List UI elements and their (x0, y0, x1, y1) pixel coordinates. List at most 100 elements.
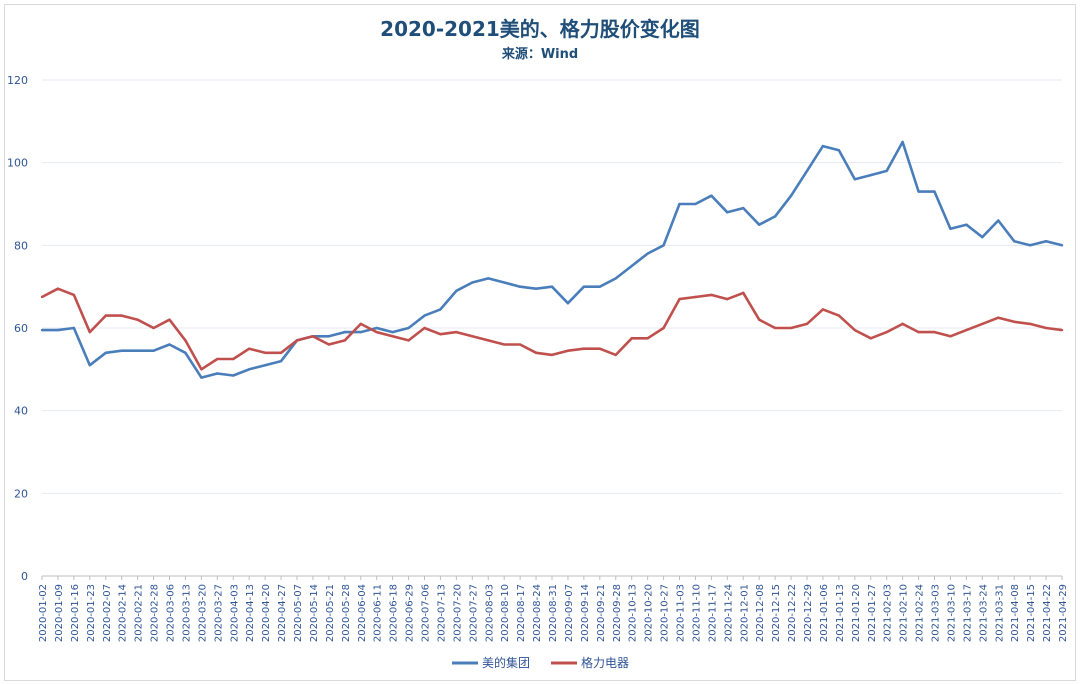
data-point (1060, 328, 1064, 332)
data-point (263, 364, 267, 367)
data-point (40, 295, 44, 299)
data-point (56, 328, 60, 332)
x-tick-label: 2020-10-13 (628, 584, 639, 642)
y-tick-label: 100 (7, 157, 28, 170)
x-tick-label: 2020-02-21 (134, 584, 145, 642)
x-tick-label: 2020-02-14 (118, 584, 129, 642)
y-tick-label: 120 (7, 74, 28, 87)
data-point (72, 326, 76, 330)
data-point (981, 235, 984, 239)
data-point (805, 169, 809, 173)
data-point (455, 289, 458, 292)
data-point (949, 335, 952, 338)
data-point (120, 349, 123, 352)
data-point (742, 291, 745, 295)
data-point (1060, 244, 1064, 247)
data-point (997, 316, 1000, 319)
x-tick-label: 2020-01-09 (54, 584, 65, 642)
data-point (136, 349, 139, 352)
x-tick-label: 2020-02-07 (102, 584, 113, 642)
data-point (502, 281, 506, 284)
x-tick-label: 2020-11-24 (723, 584, 734, 642)
x-tick-label: 2021-03-03 (931, 584, 942, 642)
data-point (869, 173, 872, 177)
data-point (439, 333, 442, 336)
x-tick-label: 2020-01-02 (38, 584, 49, 642)
data-point (885, 169, 888, 173)
data-point (630, 264, 633, 268)
data-point (917, 330, 920, 334)
x-tick-label: 2020-08-24 (532, 584, 543, 642)
data-point (997, 219, 1000, 222)
data-point (518, 285, 522, 288)
x-tick-label: 2020-12-01 (739, 584, 750, 642)
y-axis: 0 20 40 60 80 100 120 (7, 74, 28, 583)
data-point (1012, 240, 1016, 243)
x-tick-label: 2020-09-07 (564, 584, 575, 642)
data-point (232, 374, 235, 377)
data-point (694, 202, 697, 206)
data-point (72, 293, 76, 297)
series-line-0 (42, 140, 1063, 379)
data-point (152, 349, 155, 352)
data-point (805, 322, 809, 326)
x-tick-label: 2020-05-14 (309, 584, 320, 642)
data-point (757, 223, 761, 226)
data-point (566, 302, 570, 305)
x-tick-label: 2020-09-21 (596, 584, 607, 642)
series-line-1 (41, 287, 1063, 371)
x-tick-label: 2021-01-13 (835, 584, 846, 642)
x-tick-label: 2021-03-17 (962, 584, 973, 642)
data-point (598, 285, 602, 288)
x-tick-label: 2020-12-08 (755, 584, 766, 642)
x-tick-label: 2020-08-10 (500, 584, 511, 642)
data-point (279, 351, 283, 354)
data-point (901, 322, 904, 326)
x-tick-label: 2020-10-27 (660, 584, 671, 642)
data-point (773, 326, 777, 330)
x-tick-label: 2020-09-14 (580, 584, 591, 642)
x-tick-label: 2020-08-17 (516, 584, 527, 642)
data-point (184, 351, 187, 354)
data-point (662, 244, 665, 247)
data-point (757, 318, 761, 321)
data-point (726, 211, 729, 214)
y-tick-label: 80 (14, 239, 28, 252)
data-point (487, 277, 490, 280)
y-tick-label: 40 (14, 405, 28, 418)
data-point (710, 293, 713, 297)
data-point (502, 343, 506, 346)
data-point (359, 330, 362, 334)
x-tick-label: 2020-04-27 (277, 584, 288, 642)
y-tick-label: 60 (14, 322, 28, 335)
x-tick-label: 2020-01-23 (86, 584, 97, 642)
x-tick-label: 2020-11-10 (691, 584, 702, 642)
data-point (678, 202, 681, 206)
data-point (965, 328, 968, 332)
data-point (471, 335, 474, 338)
y-tick-label: 0 (21, 570, 28, 583)
data-point (821, 308, 825, 311)
data-point (710, 194, 713, 197)
data-point (662, 326, 665, 330)
data-point (439, 308, 442, 311)
data-point (455, 330, 458, 334)
chart-title: 2020-2021美的、格力股价变化图 (380, 17, 700, 41)
data-point (247, 368, 251, 371)
data-point (646, 337, 649, 340)
data-point (789, 326, 793, 330)
data-point (837, 149, 841, 152)
data-point (88, 330, 92, 334)
data-point (471, 281, 474, 284)
x-tick-label: 2021-03-10 (946, 584, 957, 642)
x-axis: 2020-01-02 2020-01-09 2020-01-16 2020-01-23… (38, 576, 1069, 642)
data-point (327, 343, 331, 346)
data-point (407, 326, 410, 330)
data-point (168, 343, 171, 346)
data-point (152, 326, 155, 330)
data-point (614, 353, 617, 357)
data-point (375, 326, 378, 330)
x-tick-label: 2020-03-06 (166, 584, 177, 642)
data-point (88, 364, 92, 367)
